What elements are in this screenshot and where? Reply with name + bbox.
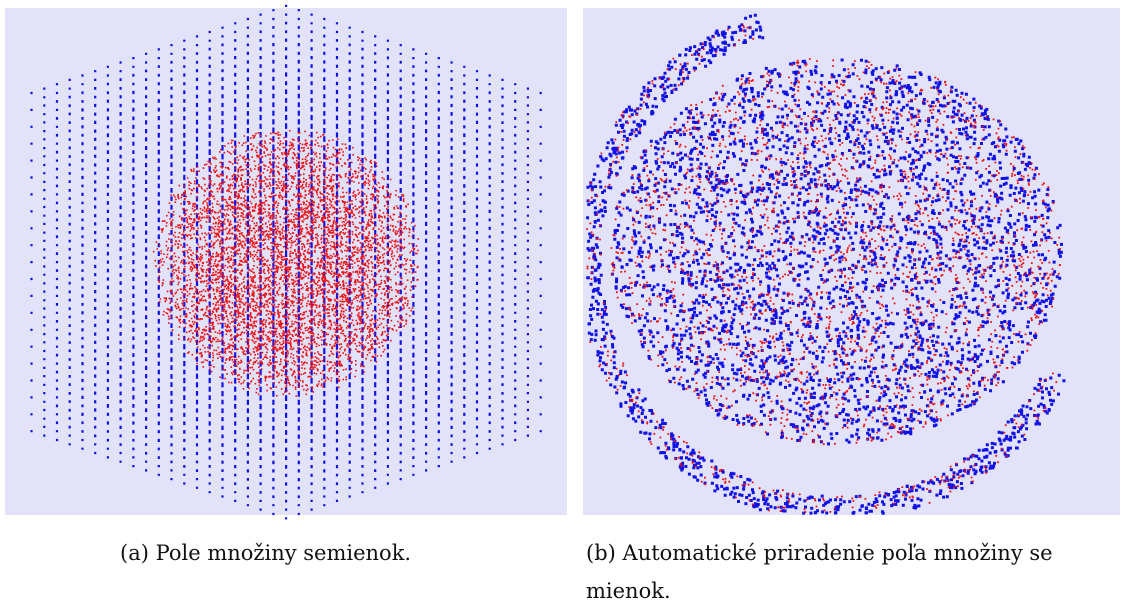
panel-a-cloud <box>30 4 542 520</box>
caption-text: Automatické priradenie poľa množiny se <box>622 541 1053 565</box>
seed-points <box>152 129 420 397</box>
caption-a: (a) Pole množiny semienok. <box>120 541 411 565</box>
figure-images <box>5 4 1120 520</box>
caption-b-continued: mienok. <box>586 579 671 603</box>
grid-points <box>30 4 542 520</box>
caption-text: Pole množiny semienok. <box>155 541 412 565</box>
blue-points <box>586 13 1066 515</box>
caption-label: (b) <box>586 541 616 565</box>
red-points <box>586 24 1061 513</box>
panel-b-cloud <box>586 13 1066 515</box>
caption-label: (a) <box>120 541 149 565</box>
caption-b: (b) Automatické priradenie poľa množiny … <box>586 541 1053 565</box>
